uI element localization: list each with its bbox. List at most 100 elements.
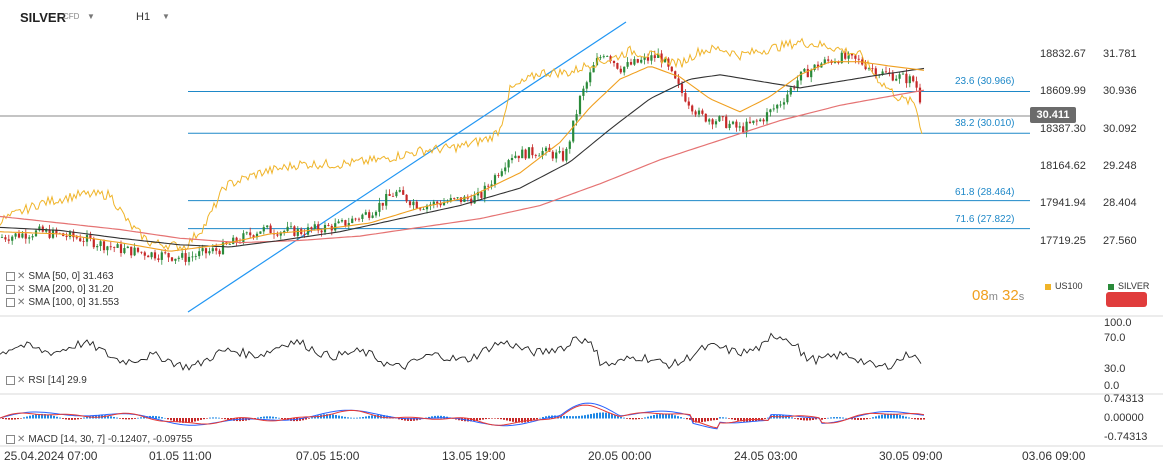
candle-body	[691, 105, 694, 112]
candle-body	[228, 244, 231, 245]
candle-body	[92, 238, 95, 248]
macd-histogram-bar	[467, 418, 469, 422]
legend-silver[interactable]: SILVER	[1108, 281, 1149, 291]
close-icon[interactable]: ✕	[17, 375, 26, 386]
sma50-label[interactable]: ✕ SMA [50, 0] 31.463	[6, 271, 113, 282]
macd-histogram-bar	[854, 418, 856, 420]
eye-icon[interactable]	[6, 375, 15, 385]
macd-histogram-bar	[353, 417, 355, 419]
candle-body	[28, 237, 31, 239]
timeframe-selector[interactable]: H1	[136, 11, 151, 23]
macd-histogram-bar	[299, 418, 301, 421]
candle-body	[453, 198, 456, 199]
candle-body	[901, 73, 905, 75]
macd-histogram-bar	[608, 413, 610, 419]
candle-body	[871, 68, 874, 70]
macd-histogram-bar	[44, 414, 46, 419]
macd-histogram-bar	[593, 413, 595, 419]
candle-body	[633, 59, 636, 65]
macd-histogram-bar	[359, 417, 361, 419]
sma100-label[interactable]: ✕ SMA [100, 0] 31.553	[6, 297, 119, 308]
close-icon[interactable]: ✕	[17, 271, 26, 282]
close-icon[interactable]: ✕	[17, 297, 26, 308]
candle-body	[184, 253, 187, 262]
macd-histogram-bar	[767, 417, 769, 419]
candle-body	[908, 76, 911, 84]
candle-body	[531, 147, 534, 156]
candle-body	[779, 104, 782, 106]
candle-body	[823, 59, 826, 64]
macd-histogram-bar	[344, 416, 346, 419]
candle-body	[548, 147, 551, 152]
candle-body	[412, 201, 415, 206]
candle-body	[898, 74, 901, 79]
macd-histogram-bar	[884, 414, 886, 419]
macd-histogram-bar	[266, 416, 268, 419]
macd-axis-label: 0.74313	[1104, 393, 1144, 405]
macd-histogram-bar	[71, 418, 73, 420]
macd-histogram-bar	[791, 417, 793, 419]
rsi-label[interactable]: ✕ RSI [14] 29.9	[6, 375, 87, 386]
candle-body	[310, 227, 313, 229]
macd-axis-label: -0.74313	[1104, 431, 1148, 443]
macd-histogram-bar	[728, 418, 730, 419]
macd-histogram-bar	[863, 418, 865, 420]
candle-body	[164, 252, 167, 254]
eye-icon[interactable]	[6, 297, 15, 307]
macd-histogram-bar	[440, 415, 442, 419]
candle-body	[660, 53, 663, 63]
candle-body	[847, 53, 850, 59]
macd-histogram-bar	[374, 414, 376, 419]
legend-us100[interactable]: US100	[1045, 281, 1083, 291]
close-icon[interactable]: ✕	[17, 434, 26, 445]
axis-right-label: 31.781	[1103, 48, 1137, 60]
macd-label[interactable]: ✕ MACD [14, 30, 7] -0.12407, -0.09755	[6, 434, 192, 445]
candle-body	[762, 119, 765, 122]
candle-body	[857, 58, 860, 60]
macd-histogram-bar	[896, 414, 898, 419]
macd-histogram-bar	[590, 413, 592, 419]
candle-body	[170, 257, 174, 261]
symbol-name[interactable]: SILVER	[20, 10, 66, 25]
macd-histogram-bar	[53, 415, 55, 419]
macd-histogram-bar	[50, 415, 52, 419]
macd-histogram-bar	[17, 418, 19, 420]
candle-body	[259, 231, 262, 234]
candle-body	[844, 52, 847, 59]
eye-icon[interactable]	[6, 284, 15, 294]
sell-button[interactable]	[1106, 292, 1147, 307]
candle-body	[347, 223, 350, 226]
macd-histogram-bar	[326, 414, 328, 419]
candle-body	[881, 71, 884, 75]
macd-histogram-bar	[503, 418, 505, 420]
top-bar: SILVER CFD ▼ H1 ▼	[0, 0, 1163, 34]
close-icon[interactable]: ✕	[17, 284, 26, 295]
eye-icon[interactable]	[6, 271, 15, 281]
candle-body	[551, 151, 554, 159]
macd-histogram-bar	[314, 416, 316, 419]
macd-histogram-bar	[668, 413, 670, 419]
macd-histogram-bar	[122, 418, 124, 420]
candle-body	[415, 201, 418, 209]
candle-body	[249, 232, 252, 236]
macd-histogram-bar	[350, 417, 352, 419]
candle-body	[208, 251, 211, 254]
macd-histogram-bar	[686, 418, 688, 420]
macd-histogram-bar	[665, 413, 667, 419]
eye-icon[interactable]	[6, 434, 15, 444]
candle-body	[582, 88, 585, 96]
sma200-label[interactable]: ✕ SMA [200, 0] 31.20	[6, 284, 113, 295]
timeframe-chevron-down-icon[interactable]: ▼	[162, 12, 170, 21]
macd-histogram-bar	[506, 418, 508, 421]
macd-histogram-bar	[650, 415, 652, 419]
candle-body	[130, 246, 133, 256]
candle-body	[578, 95, 582, 115]
candle-countdown-timer: 08m 32s	[972, 287, 1025, 304]
candle-body	[38, 226, 41, 231]
candle-body	[439, 203, 442, 206]
macd-histogram-bar	[110, 416, 112, 419]
axis-left-label: 18609.99	[1040, 85, 1086, 97]
candle-body	[918, 87, 922, 103]
symbol-chevron-down-icon[interactable]: ▼	[87, 12, 95, 21]
